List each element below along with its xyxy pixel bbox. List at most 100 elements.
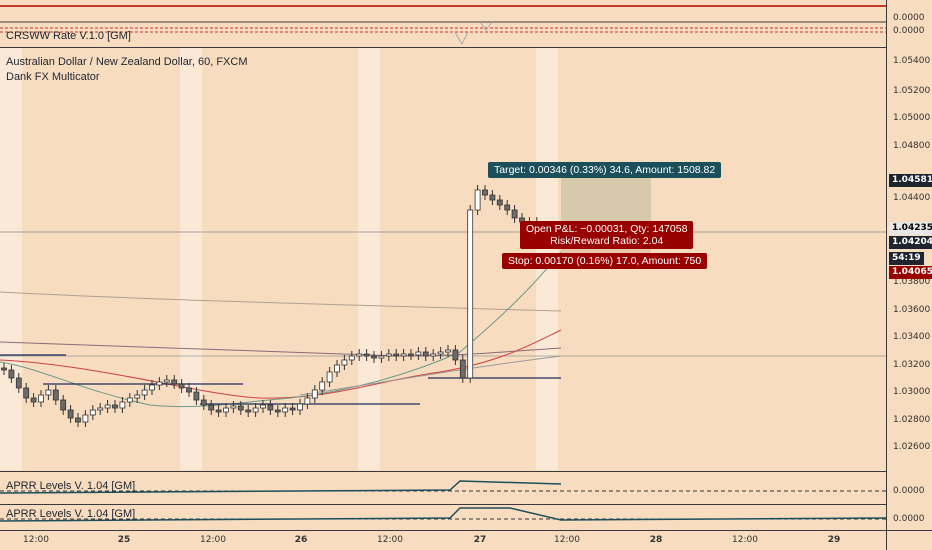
candle (304, 397, 311, 405)
price-tick: 1.03400 (893, 332, 931, 342)
candle (178, 383, 185, 389)
candle (334, 364, 340, 373)
current-price-tag: 1.04235 (889, 222, 932, 235)
aprr-panel-2 (0, 507, 887, 522)
aprr2-title[interactable]: APRR Levels V. 1.04 [GM] (6, 508, 136, 520)
candle (126, 397, 133, 403)
candle (193, 391, 200, 401)
candle (208, 404, 215, 411)
candle (408, 353, 414, 357)
candle (104, 404, 111, 409)
candle (75, 417, 81, 423)
candle (385, 353, 392, 357)
price-tick: 1.04400 (893, 193, 931, 203)
level-segments (0, 354, 561, 405)
stop-price-tag: 1.04065 (889, 266, 932, 279)
candle (393, 353, 400, 357)
candle (237, 405, 244, 411)
target-label[interactable]: Target: 0.00346 (0.33%) 34.6, Amount: 15… (488, 162, 722, 178)
candle (82, 414, 89, 423)
candle (452, 349, 459, 361)
crsww-indicator (0, 5, 886, 46)
price-tick: 1.03600 (893, 305, 931, 315)
price-tick: 1.05200 (893, 86, 931, 96)
price-tick: 1.03000 (893, 387, 931, 397)
time-tick: 28 (649, 535, 663, 545)
time-tick: 26 (294, 535, 308, 545)
time-tick: 12:00 (377, 535, 403, 545)
top-value-2: 0.0000 (893, 26, 925, 36)
candle (282, 407, 289, 413)
candle (163, 379, 170, 383)
candle (430, 353, 437, 357)
candle (149, 384, 155, 391)
candle (445, 349, 451, 353)
candle (348, 355, 355, 361)
candle (223, 407, 229, 413)
time-tick: 12:00 (200, 535, 226, 545)
candle (467, 209, 474, 379)
top-value: 0.0000 (893, 13, 925, 23)
candle (267, 404, 274, 411)
stop-label[interactable]: Stop: 0.00170 (0.16%) 17.0, Amount: 750 (502, 253, 708, 269)
candle (52, 389, 59, 401)
candle (67, 409, 74, 419)
last-price-tag: 1.04204 (889, 236, 932, 249)
candle (459, 359, 466, 379)
candle (356, 353, 363, 357)
candle (489, 194, 496, 201)
candle (252, 407, 259, 413)
countdown-tag: 54:19 (889, 252, 924, 265)
candle (215, 409, 222, 413)
price-tick: 1.04800 (893, 141, 931, 151)
candle (15, 377, 22, 389)
candle (171, 379, 178, 385)
pnl-box[interactable]: Open P&L: −0.00031, Qty: 147058 Risk/Rew… (520, 221, 694, 249)
aprr-panel-1 (0, 480, 886, 494)
time-tick: 25 (117, 535, 131, 545)
time-tick: 29 (827, 535, 841, 545)
candle (38, 394, 44, 403)
crsww-title[interactable]: CRSWW Rate V.1.0 [GM] (6, 30, 131, 42)
time-tick: 12:00 (554, 535, 580, 545)
time-tick: 12:00 (23, 535, 49, 545)
price-tick: 1.03800 (893, 277, 931, 287)
pnl-label: Open P&L: −0.00031, Qty: 147058 (526, 223, 688, 235)
price-tick: 1.05000 (893, 113, 931, 123)
price-lines (0, 231, 886, 357)
candle (245, 409, 252, 413)
aprr1-title[interactable]: APRR Levels V. 1.04 [GM] (6, 480, 136, 492)
candle (319, 381, 326, 391)
candle (371, 355, 377, 359)
candle (504, 204, 511, 211)
candle (30, 397, 37, 403)
price-tick: 1.03200 (893, 360, 931, 370)
candle (482, 189, 488, 196)
candle (1, 367, 7, 371)
candle (119, 401, 126, 409)
candle (311, 389, 318, 399)
candle (230, 405, 237, 409)
candle (496, 199, 503, 206)
candle (437, 351, 444, 355)
symbol-title[interactable]: Australian Dollar / New Zealand Dollar, … (6, 56, 248, 68)
candle (400, 353, 407, 357)
candle (60, 399, 67, 411)
study-title[interactable]: Dank FX Multicator (6, 71, 100, 83)
candle (141, 389, 148, 396)
candle (274, 409, 281, 413)
aprr2-value: 0.0000 (893, 514, 925, 524)
candle (341, 359, 348, 366)
candle (97, 407, 104, 411)
candle (474, 189, 481, 211)
candle (415, 351, 422, 356)
candle (378, 355, 385, 359)
price-tick: 1.02600 (893, 442, 931, 452)
candlesticks (1, 185, 540, 427)
target-price-tag: 1.04581 (889, 174, 932, 187)
price-tick: 1.05400 (893, 56, 931, 66)
candle (422, 351, 429, 357)
candle (297, 403, 303, 411)
candle (289, 407, 296, 411)
